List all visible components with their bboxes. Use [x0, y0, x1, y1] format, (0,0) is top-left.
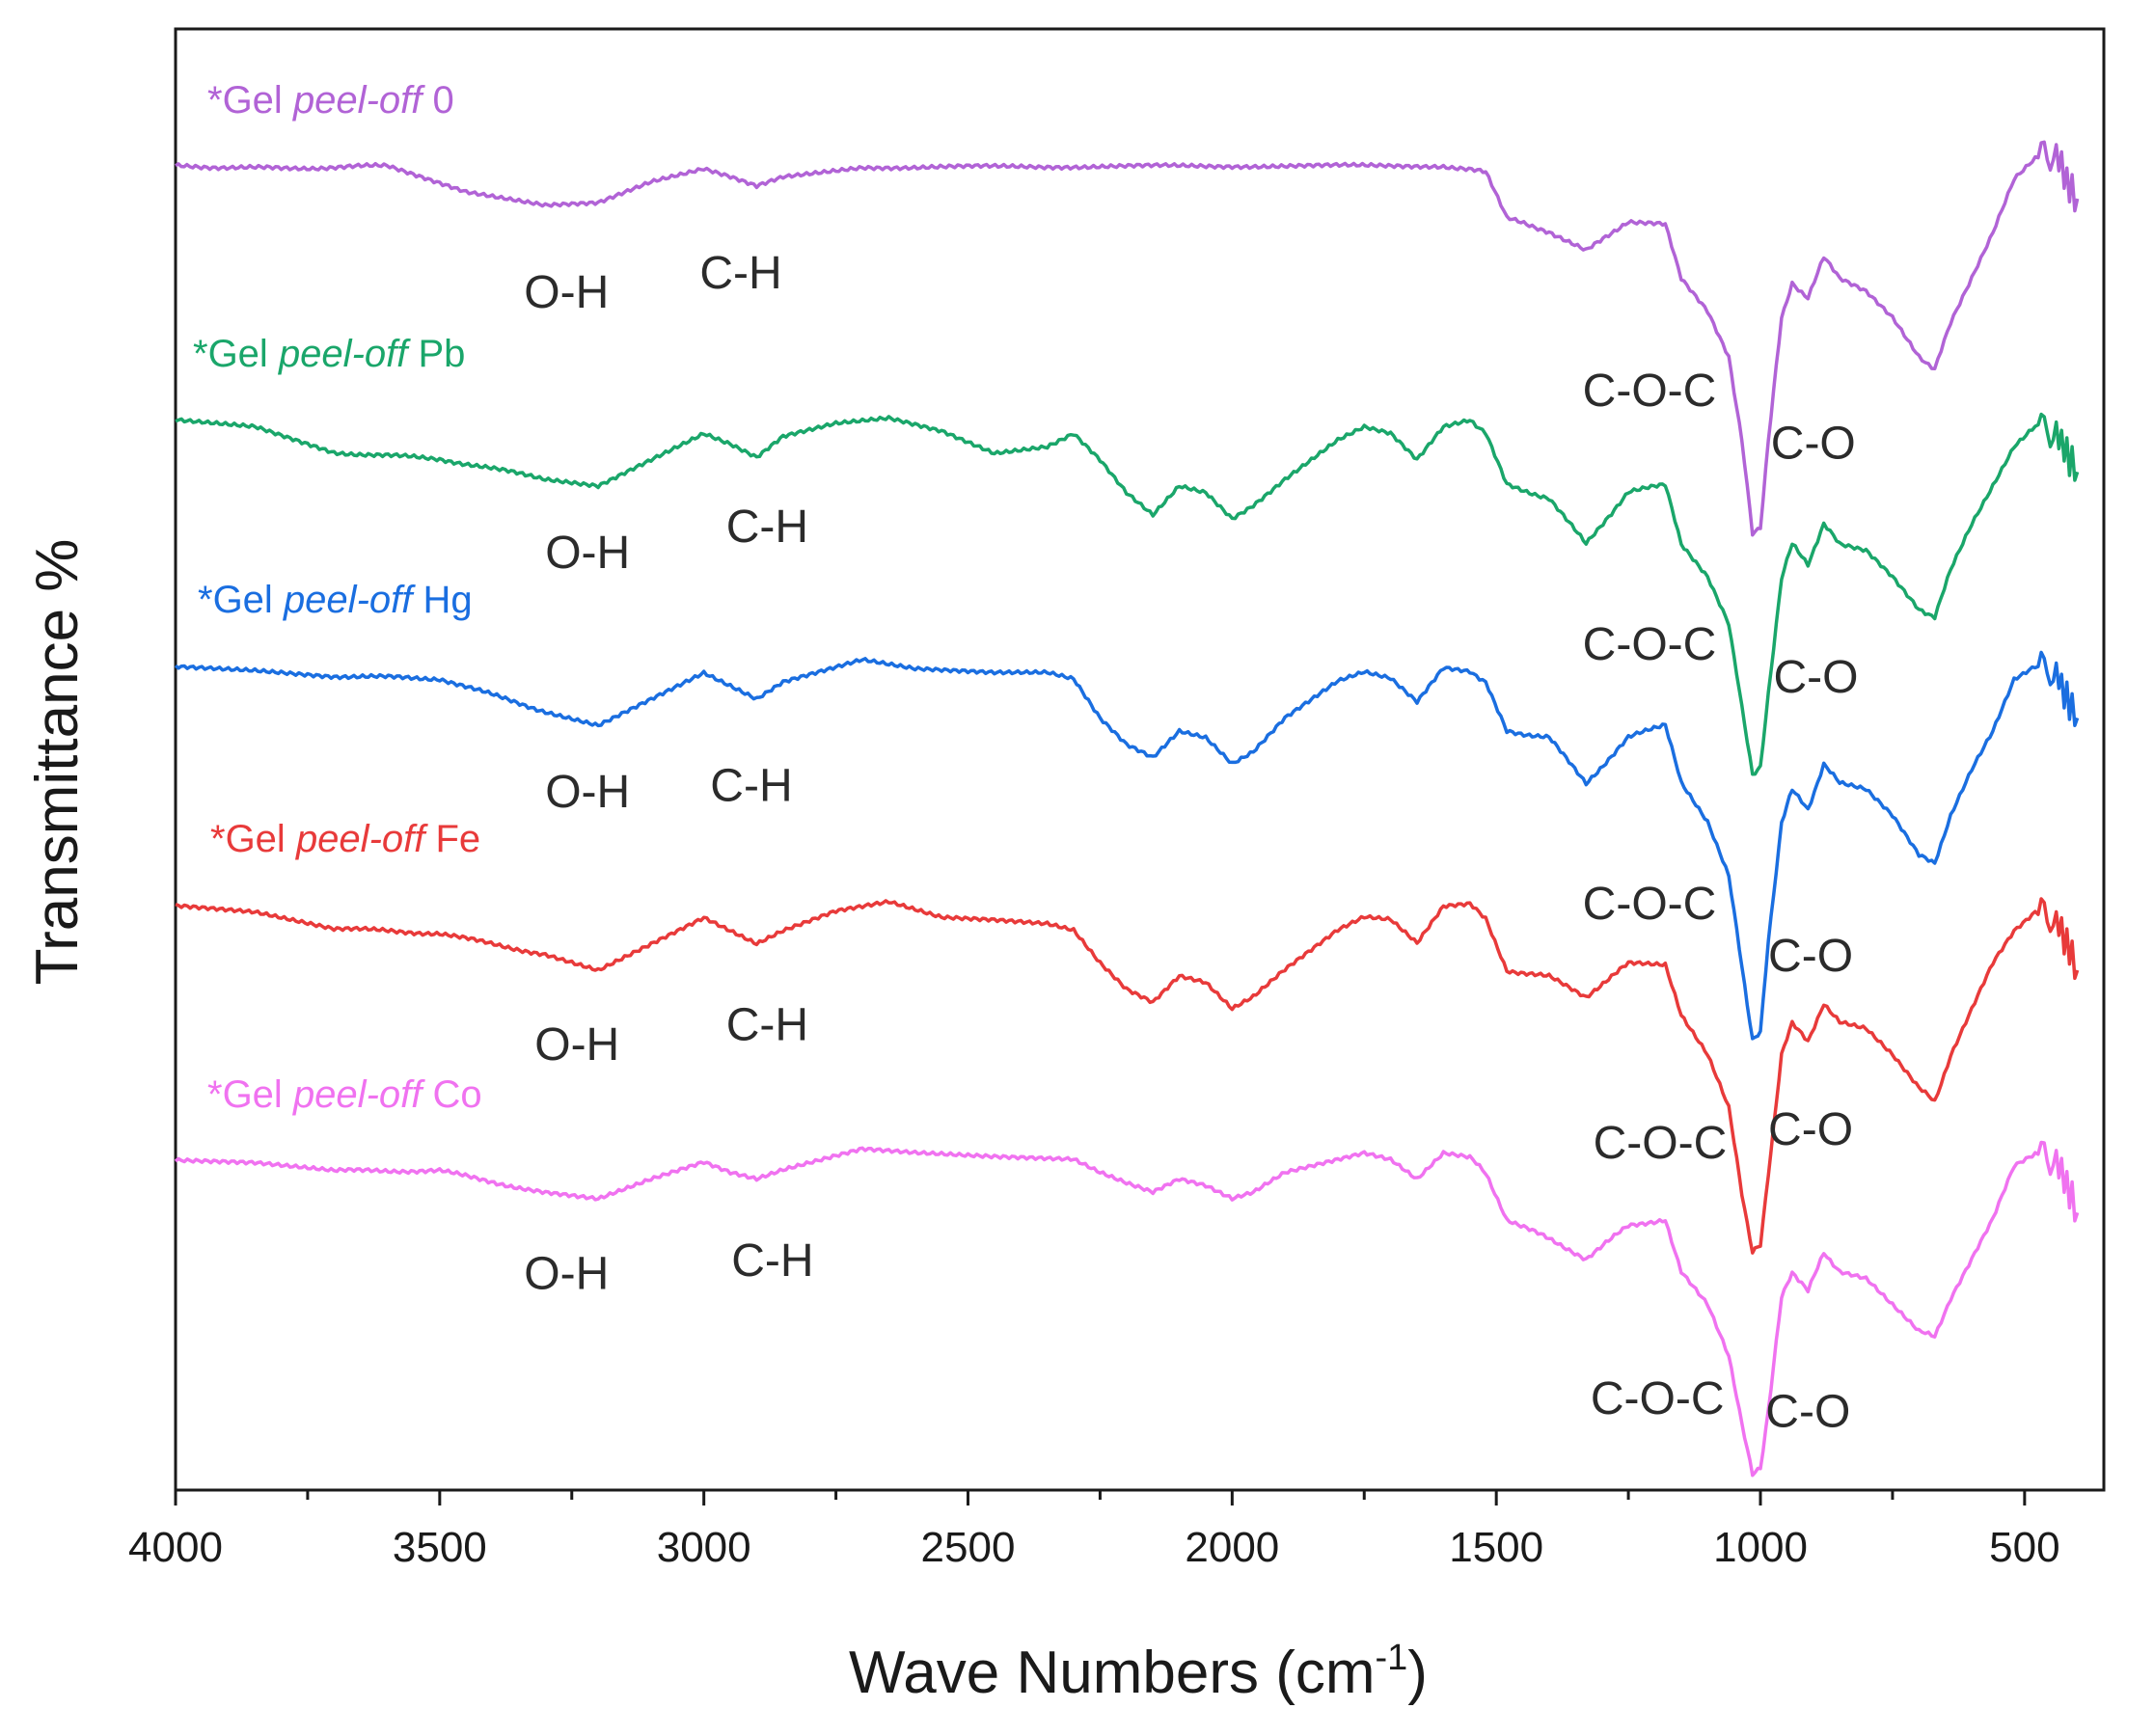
y-axis-title: Transmittance % — [24, 539, 91, 986]
peak-label: O-H — [545, 767, 630, 818]
peak-label: C-O-C — [1583, 366, 1717, 417]
x-tick-label: 1000 — [1713, 1524, 1808, 1571]
series-labels: *Gel peel-off 0 *Gel peel-off Pb *Gel peel… — [193, 79, 482, 1116]
peak-annotations: O-H C-H C-O-C C-O O-H C-H C-O-C C-O O-H C-H C-O-C C… — [524, 248, 1858, 1438]
peak-label: C-H — [726, 999, 808, 1050]
x-tick-label: 3000 — [657, 1524, 751, 1571]
peak-label: C-H — [710, 760, 792, 811]
peak-label: C-O — [1768, 931, 1853, 982]
series-label-co: *Gel peel-off Co — [207, 1073, 482, 1116]
x-tick-label: 2000 — [1185, 1524, 1279, 1571]
peak-label: C-H — [699, 248, 781, 299]
peak-label: C-O-C — [1591, 1373, 1725, 1424]
peak-label: O-H — [524, 1249, 609, 1300]
x-tick-label: 500 — [1989, 1524, 2059, 1571]
series-line-hg — [174, 650, 2080, 1041]
series-line-co — [174, 1140, 2080, 1478]
x-axis-ticks — [174, 1490, 2027, 1505]
peak-label: O-H — [534, 1019, 619, 1071]
series-label-hg: *Gel peel-off Hg — [198, 579, 473, 621]
x-tick-label: 2500 — [921, 1524, 1016, 1571]
x-axis-tick-labels: 4000 3500 3000 2500 2000 1500 1000 500 — [128, 1524, 2060, 1571]
plot-frame — [174, 27, 2106, 1492]
series-line-pb — [175, 412, 2080, 776]
peak-label: C-O — [1774, 652, 1859, 703]
peak-label: C-O-C — [1583, 879, 1717, 930]
series-line-fe — [175, 897, 2080, 1255]
series-label-pb: *Gel peel-off Pb — [193, 333, 465, 375]
series-label-zero: *Gel peel-off 0 — [207, 79, 454, 122]
peak-label: C-H — [731, 1235, 813, 1287]
peak-label: C-O — [1768, 1104, 1853, 1155]
x-axis-title: Wave Numbers (cm-1) — [849, 1638, 1428, 1706]
series-label-fe: *Gel peel-off Fe — [210, 818, 480, 860]
series-line-zero — [175, 140, 2080, 537]
peak-label: C-O-C — [1594, 1118, 1728, 1169]
peak-label: C-O-C — [1583, 619, 1717, 670]
x-tick-label: 3500 — [393, 1524, 487, 1571]
peak-label: O-H — [545, 528, 630, 579]
peak-label: C-O — [1765, 1386, 1850, 1437]
x-tick-label: 1500 — [1449, 1524, 1543, 1571]
peak-label: O-H — [524, 267, 609, 318]
peak-label: C-H — [726, 502, 808, 553]
x-tick-label: 4000 — [128, 1524, 223, 1571]
peak-label: C-O — [1771, 419, 1856, 470]
series-group — [174, 140, 2080, 1478]
